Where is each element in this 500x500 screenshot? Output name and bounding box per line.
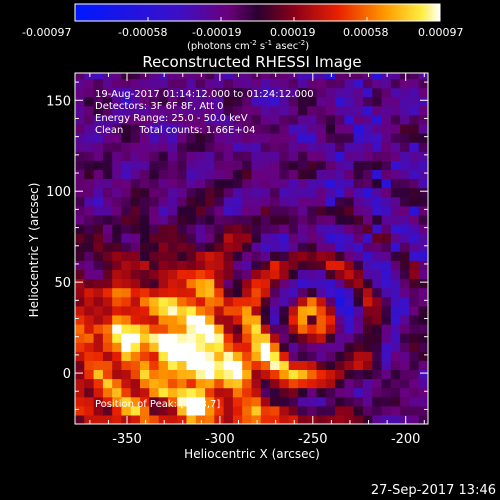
chart-title: Reconstructed RHESSI Image	[142, 53, 361, 71]
annotation-energy-range: Energy Range: 25.0 - 50.0 keV	[95, 113, 248, 124]
colorbar-tick-label: -0.00058	[118, 26, 167, 39]
y-tick-label: 100	[46, 185, 71, 200]
colorbar-ticks	[74, 17, 441, 21]
x-tick-label: -250	[298, 432, 328, 447]
x-tick-label: -200	[391, 432, 421, 447]
plot-frame	[74, 72, 429, 425]
annotation-detectors: Detectors: 3F 6F 8F, Att 0	[95, 101, 223, 112]
colorbar-tick-label: -0.00097	[22, 26, 71, 39]
colorbar-units: (photons cm-2 s-1 asec-2)	[187, 39, 309, 52]
y-tick-label: 50	[54, 276, 71, 291]
colorbar-tick-label: 0.00019	[270, 26, 316, 39]
x-tick-label: -300	[205, 432, 235, 447]
x-tick-label: -350	[112, 432, 142, 447]
colorbar-tick-label: 0.00058	[343, 26, 389, 39]
x-axis-label: Heliocentric X (arcsec)	[184, 447, 320, 461]
plot-timestamp: 27-Sep-2017 13:46	[371, 483, 496, 498]
annotation-peak-position: Position of Peak: [-323,7]	[95, 399, 220, 410]
y-tick-label: 0	[63, 367, 71, 382]
annotation-time-range: 19-Aug-2017 01:14:12.000 to 01:24:12.000	[95, 89, 314, 100]
y-tick-label: 150	[46, 94, 71, 109]
colorbar-tick-label: 0.00097	[418, 26, 464, 39]
axis-ticks	[75, 73, 428, 424]
heatmap-pixels	[75, 73, 428, 424]
colorbar	[74, 3, 441, 22]
annotation-clean-counts: Clean Total counts: 1.66E+04	[95, 125, 255, 136]
y-axis-label: Heliocentric Y (arcsec)	[27, 183, 41, 318]
colorbar-tick-label: -0.00019	[192, 26, 241, 39]
